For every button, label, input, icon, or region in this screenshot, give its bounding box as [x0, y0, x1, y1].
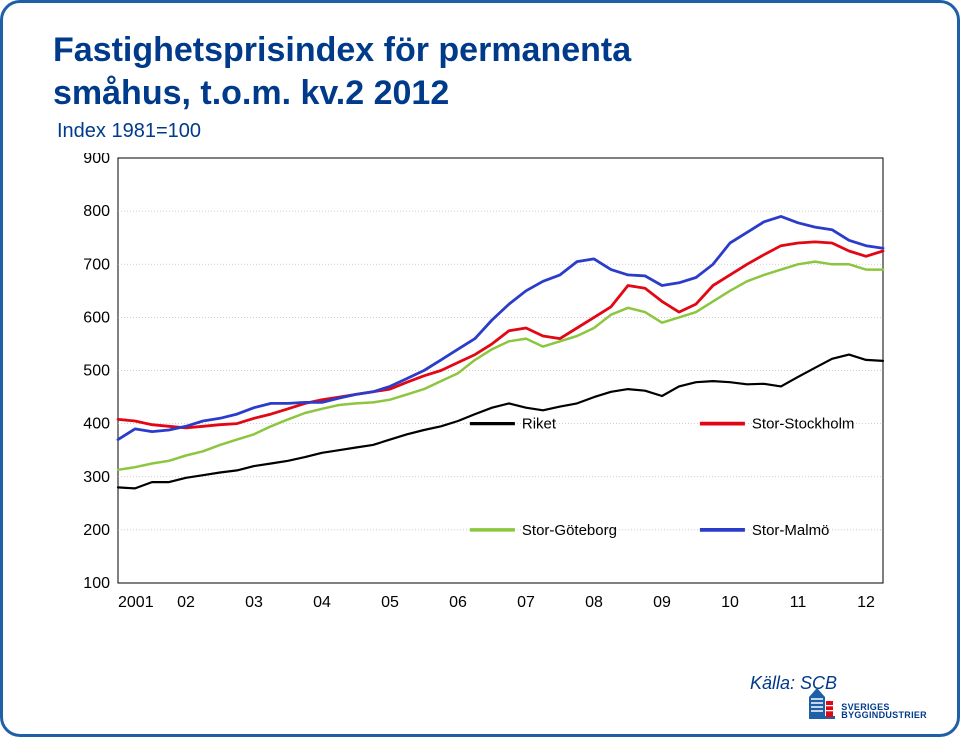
line-chart: 100 200 300 400 500 600 700 800 900 2001 02 03 04 05 0… — [63, 153, 893, 613]
logo-icon — [807, 686, 837, 720]
svg-text:06: 06 — [449, 594, 467, 611]
svg-text:08: 08 — [585, 594, 603, 611]
legend-label-riket: Riket — [522, 416, 557, 433]
svg-text:11: 11 — [790, 594, 807, 611]
legend-label-stockholm: Stor-Stockholm — [752, 416, 855, 433]
logo-line-2: BYGGINDUSTRIER — [841, 711, 927, 720]
legend-label-goteborg: Stor-Göteborg — [522, 522, 617, 539]
svg-text:12: 12 — [857, 594, 875, 611]
svg-text:800: 800 — [83, 203, 110, 220]
svg-text:10: 10 — [721, 594, 739, 611]
svg-text:100: 100 — [83, 575, 110, 592]
chart-container: 100 200 300 400 500 600 700 800 900 2001 02 03 04 05 0… — [63, 153, 893, 613]
svg-text:05: 05 — [381, 594, 399, 611]
svg-text:03: 03 — [245, 594, 263, 611]
title-line-2: småhus, t.o.m. kv.2 2012 — [53, 74, 449, 112]
svg-text:02: 02 — [177, 594, 195, 611]
subtitle: Index 1981=100 — [57, 120, 907, 143]
logo: SVERIGES BYGGINDUSTRIER — [807, 686, 927, 720]
logo-text: SVERIGES BYGGINDUSTRIER — [841, 703, 927, 720]
slide-frame: Fastighetsprisindex för permanenta småhu… — [0, 0, 960, 737]
svg-text:600: 600 — [83, 309, 110, 326]
svg-text:2001: 2001 — [118, 594, 154, 611]
svg-text:200: 200 — [83, 522, 110, 539]
svg-text:700: 700 — [83, 256, 110, 273]
page-title: Fastighetsprisindex för permanenta småhu… — [53, 29, 907, 114]
svg-text:400: 400 — [83, 416, 110, 433]
svg-text:300: 300 — [83, 469, 110, 486]
svg-text:09: 09 — [653, 594, 671, 611]
legend-label-malmo: Stor-Malmö — [752, 522, 830, 539]
title-line-1: Fastighetsprisindex för permanenta — [53, 31, 631, 69]
svg-text:04: 04 — [313, 594, 331, 611]
svg-text:900: 900 — [83, 153, 110, 167]
svg-text:07: 07 — [517, 594, 535, 611]
svg-text:500: 500 — [83, 363, 110, 380]
